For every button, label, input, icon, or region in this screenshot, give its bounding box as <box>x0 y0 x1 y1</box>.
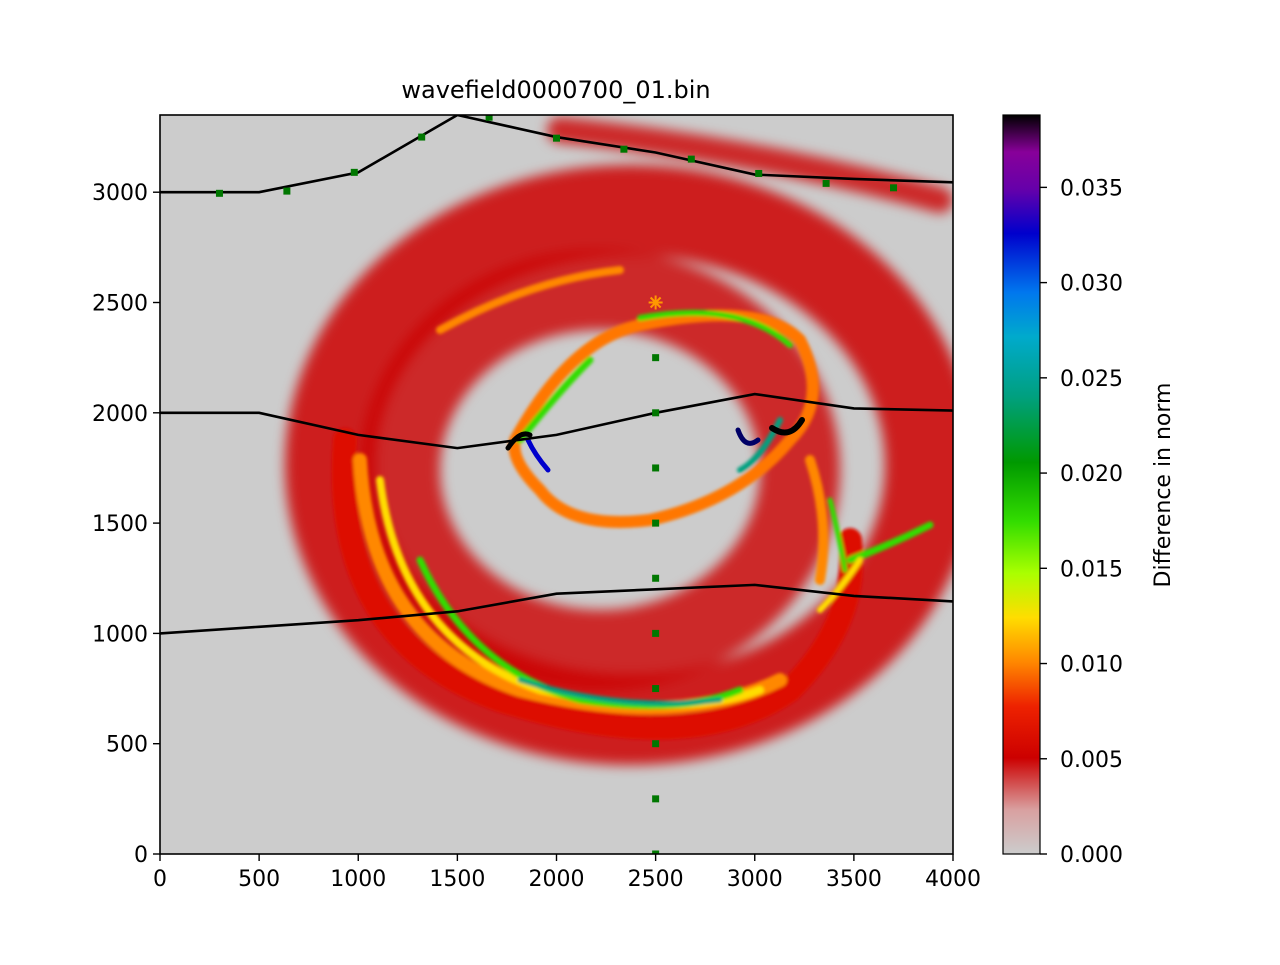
x-axis: 0 500 1000 1500 2000 2500 3000 3500 4000 <box>153 854 981 892</box>
receiver-point <box>755 169 763 177</box>
wavefield-image <box>285 117 953 765</box>
receiver-point <box>553 134 560 142</box>
y-tick-label: 2000 <box>92 402 148 427</box>
colorbar-tick-label: 0.015 <box>1060 557 1123 582</box>
receiver-point <box>652 464 660 472</box>
colorbar-tick-label: 0.025 <box>1060 367 1123 392</box>
colorbar-axis: 0.000 0.005 0.010 0.015 0.020 0.025 0.030 0.035 <box>1040 176 1123 868</box>
receiver-point <box>652 850 660 854</box>
y-tick-label: 1000 <box>92 622 148 647</box>
y-tick-label: 2500 <box>92 292 148 317</box>
colorbar-label: Difference in norm <box>1151 383 1176 588</box>
y-axis: 0 500 1000 1500 2000 2500 3000 <box>92 181 160 868</box>
receiver-point <box>652 574 660 582</box>
y-tick-label: 1500 <box>92 512 148 537</box>
receiver-point <box>822 179 830 187</box>
y-tick-label: 0 <box>134 843 148 868</box>
receiver-point <box>350 168 358 176</box>
colorbar-tick-label: 0.005 <box>1060 748 1123 773</box>
x-tick-label: 3500 <box>826 867 882 892</box>
y-tick-label: 500 <box>106 733 148 758</box>
receiver-point <box>652 795 660 803</box>
colorbar <box>1002 114 1041 855</box>
receiver-point <box>652 519 660 527</box>
x-tick-label: 4000 <box>925 867 981 892</box>
source-marker <box>648 295 663 310</box>
plot-overlay <box>160 115 953 854</box>
y-tick-label: 3000 <box>92 181 148 206</box>
receiver-point <box>652 740 660 748</box>
chart-title: wavefield0000700_01.bin <box>401 76 710 104</box>
receiver-point <box>620 145 628 153</box>
colorbar-tick-label: 0.020 <box>1060 462 1123 487</box>
layer-boundary <box>160 583 953 635</box>
receiver-point <box>652 629 660 637</box>
colorbar-tick-label: 0.035 <box>1060 176 1123 201</box>
x-tick-label: 500 <box>238 867 280 892</box>
receiver-point <box>283 187 291 195</box>
x-tick-label: 0 <box>153 867 167 892</box>
x-tick-label: 1500 <box>429 867 485 892</box>
layer-boundary <box>160 392 953 450</box>
receiver-point <box>215 189 223 197</box>
colorbar-tick-label: 0.010 <box>1060 653 1123 678</box>
x-tick-label: 3000 <box>727 867 783 892</box>
x-tick-label: 1000 <box>330 867 386 892</box>
colorbar-tick-label: 0.000 <box>1060 843 1123 868</box>
receiver-point <box>890 184 898 192</box>
receiver-point <box>687 155 695 163</box>
receiver-point <box>485 115 493 121</box>
receiver-point <box>652 354 660 362</box>
receiver-point <box>652 685 660 693</box>
x-tick-label: 2500 <box>628 867 684 892</box>
x-tick-label: 2000 <box>529 867 585 892</box>
colorbar-tick-label: 0.030 <box>1060 272 1123 297</box>
receiver-point <box>652 409 660 417</box>
receiver-point <box>418 133 426 141</box>
